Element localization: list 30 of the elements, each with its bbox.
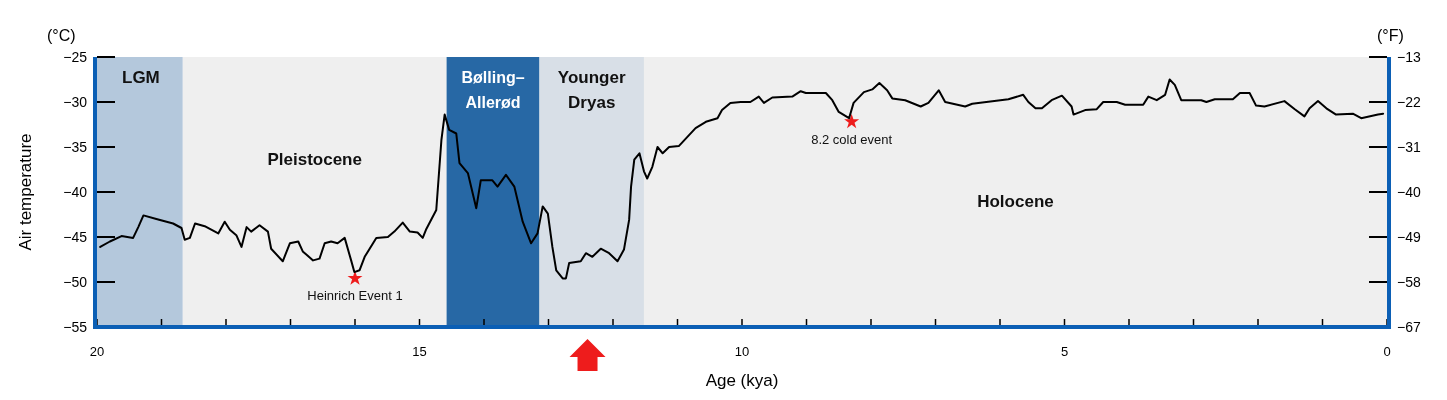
band-label: LGM <box>122 68 160 87</box>
y-tick-label: −55 <box>63 319 88 335</box>
y-axis-title: Air temperature <box>16 133 35 251</box>
y-tick-label: −45 <box>63 229 88 245</box>
band-label: Pleistocene <box>267 150 362 169</box>
x-axis-title: Age (kya) <box>705 371 779 390</box>
band-label: Younger Dryas <box>557 68 626 112</box>
y2-tick-label: −13 <box>1397 49 1421 65</box>
band-label: Holocene <box>977 192 1054 211</box>
y2-tick-label: −40 <box>1397 184 1421 200</box>
x-tick-label: 10 <box>734 344 750 359</box>
text: (°C) <box>47 27 76 44</box>
x-tick-label: 20 <box>89 344 105 359</box>
y2-tick-label: −67 <box>1397 319 1421 335</box>
y2-tick-label: −58 <box>1397 274 1421 290</box>
y2-tick-label: −49 <box>1397 229 1421 245</box>
y2-tick-label: −22 <box>1397 94 1421 110</box>
y-tick-label: −50 <box>63 274 88 290</box>
x-tick-label: 5 <box>1060 344 1069 359</box>
x-tick-label: 15 <box>412 344 427 359</box>
x-tick-label: 0 <box>1383 344 1391 359</box>
annotation: Heinrich Event 1 <box>307 288 403 304</box>
text: (°F) <box>1377 27 1404 44</box>
y-tick-label: −40 <box>63 184 88 200</box>
annotation: 8.2 cold event <box>811 131 893 147</box>
y-tick-label: −35 <box>63 139 88 155</box>
y2-tick-label: −31 <box>1397 139 1421 155</box>
y-tick-label: −30 <box>63 94 88 110</box>
band-label: Bølling–Allerød <box>461 69 525 111</box>
y-tick-label: −25 <box>63 49 88 65</box>
